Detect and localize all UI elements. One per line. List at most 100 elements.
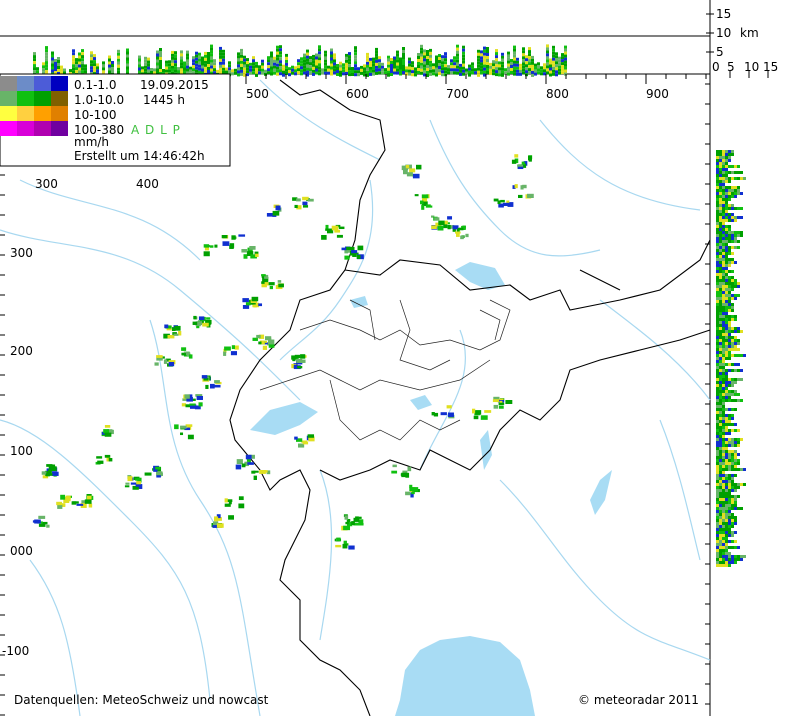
profile-cell xyxy=(198,55,201,59)
profile-cell xyxy=(303,71,306,75)
profile-cell xyxy=(725,510,728,513)
profile-cell xyxy=(462,66,465,70)
profile-cell xyxy=(186,71,189,75)
profile-cell xyxy=(731,216,734,219)
profile-cell xyxy=(731,459,734,462)
profile-cell xyxy=(731,495,734,498)
profile-cell xyxy=(69,69,72,73)
profile-cell xyxy=(734,486,737,489)
profile-cell xyxy=(141,66,144,70)
profile-cell xyxy=(417,53,420,56)
echo xyxy=(42,475,49,479)
profile-cell xyxy=(318,60,321,64)
profile-cell xyxy=(716,426,719,429)
profile-cell xyxy=(441,61,444,65)
profile-cell xyxy=(737,285,740,288)
profile-cell xyxy=(719,507,722,510)
echo xyxy=(412,173,420,179)
profile-cell xyxy=(734,474,737,477)
echo xyxy=(213,521,219,526)
profile-cell xyxy=(731,240,734,243)
profile-cell xyxy=(255,73,258,77)
profile-cell xyxy=(276,48,279,52)
echo xyxy=(261,283,267,288)
profile-cell xyxy=(240,72,243,76)
profile-cell xyxy=(201,62,204,66)
profile-cell xyxy=(722,324,725,327)
profile-cell xyxy=(725,441,728,444)
echo xyxy=(216,514,221,519)
profile-cell xyxy=(513,57,516,61)
profile-cell xyxy=(333,59,336,63)
profile-cell xyxy=(716,264,719,267)
profile-cell xyxy=(375,62,378,66)
profile-cell xyxy=(201,71,204,75)
echo xyxy=(500,199,505,203)
profile-cell xyxy=(728,156,731,159)
profile-cell xyxy=(737,486,740,489)
profile-cell xyxy=(734,438,737,441)
echo xyxy=(484,410,492,413)
echo xyxy=(331,225,339,231)
profile-cell xyxy=(354,70,357,74)
profile-cell xyxy=(722,183,725,186)
echo xyxy=(325,224,329,229)
profile-cell xyxy=(725,234,728,237)
profile-cell xyxy=(321,68,324,72)
echo xyxy=(41,521,48,525)
echo xyxy=(234,345,239,350)
echo xyxy=(272,210,280,216)
y-tick-label: 300 xyxy=(10,246,33,260)
profile-cell xyxy=(333,68,336,72)
profile-cell xyxy=(725,273,728,276)
legend-swatch xyxy=(17,76,34,91)
echo xyxy=(226,499,233,502)
profile-cell xyxy=(719,501,722,504)
profile-cell xyxy=(716,294,719,297)
profile-cell xyxy=(429,51,432,55)
profile-cell xyxy=(108,55,111,59)
profile-cell xyxy=(719,465,722,468)
legend-swatch xyxy=(51,91,68,106)
profile-cell xyxy=(725,270,728,273)
echo xyxy=(344,247,352,253)
profile-cell xyxy=(728,522,731,525)
profile-cell xyxy=(300,69,303,73)
profile-cell xyxy=(513,69,516,73)
profile-cell xyxy=(728,297,731,300)
echo xyxy=(223,348,227,353)
profile-cell xyxy=(462,63,465,67)
profile-cell xyxy=(513,60,516,64)
echo xyxy=(38,523,46,527)
profile-cell xyxy=(722,474,725,477)
profile-cell xyxy=(180,59,183,63)
profile-cell xyxy=(716,300,719,303)
profile-cell xyxy=(33,52,36,56)
profile-cell xyxy=(564,57,567,61)
profile-cell xyxy=(549,64,552,68)
profile-cell xyxy=(300,60,303,64)
profile-cell xyxy=(522,59,525,63)
echo xyxy=(475,410,482,415)
profile-cell xyxy=(731,558,734,561)
profile-cell xyxy=(719,474,722,477)
profile-cell xyxy=(731,207,734,210)
profile-cell xyxy=(719,480,722,483)
echo xyxy=(457,227,462,230)
profile-cell xyxy=(728,288,731,291)
echo xyxy=(210,383,215,389)
profile-cell xyxy=(432,66,435,70)
echo xyxy=(203,377,209,381)
profile-cell xyxy=(159,69,162,72)
profile-cell xyxy=(519,72,522,76)
profile-cell xyxy=(725,231,728,234)
profile-cell xyxy=(719,540,722,543)
echo xyxy=(61,504,66,507)
echo xyxy=(50,466,57,472)
profile-cell xyxy=(507,66,510,70)
echo xyxy=(344,255,350,260)
profile-cell xyxy=(138,58,141,62)
profile-cell xyxy=(354,46,357,50)
profile-cell xyxy=(489,65,492,69)
profile-cell xyxy=(737,207,740,210)
